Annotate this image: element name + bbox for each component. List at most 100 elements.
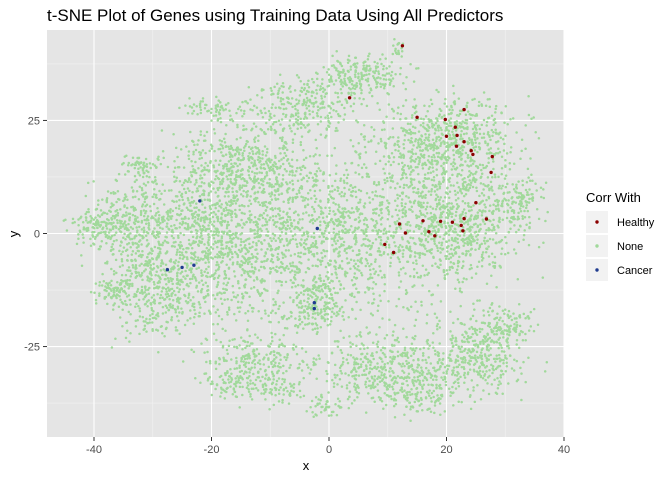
point-none bbox=[404, 87, 408, 91]
point-none bbox=[335, 247, 338, 251]
point-none bbox=[195, 206, 198, 209]
point-none bbox=[386, 236, 389, 239]
point-none bbox=[420, 304, 423, 307]
point-none bbox=[493, 228, 496, 231]
point-none bbox=[412, 267, 416, 271]
point-none bbox=[409, 274, 412, 278]
point-none bbox=[196, 256, 200, 259]
point-none bbox=[127, 266, 131, 269]
point-none bbox=[427, 155, 431, 158]
point-none bbox=[406, 351, 409, 354]
point-none bbox=[165, 235, 168, 239]
point-none bbox=[450, 265, 454, 269]
point-none bbox=[338, 250, 341, 254]
point-none bbox=[218, 291, 221, 294]
point-none bbox=[199, 231, 203, 235]
point-none bbox=[187, 238, 191, 242]
point-none bbox=[157, 217, 161, 220]
point-none bbox=[291, 169, 294, 172]
point-none bbox=[434, 262, 437, 265]
point-none bbox=[415, 346, 418, 350]
point-none bbox=[166, 292, 170, 296]
point-none bbox=[198, 177, 202, 180]
point-none bbox=[334, 261, 338, 264]
point-none bbox=[447, 239, 451, 242]
point-none bbox=[377, 273, 380, 277]
point-none bbox=[474, 141, 477, 144]
point-none bbox=[380, 371, 383, 374]
point-none bbox=[188, 209, 192, 212]
point-none bbox=[185, 283, 188, 287]
point-none bbox=[178, 226, 181, 229]
point-none bbox=[332, 250, 336, 253]
point-none bbox=[412, 274, 416, 278]
point-none bbox=[174, 240, 177, 244]
point-none bbox=[350, 370, 353, 374]
point-none bbox=[192, 153, 195, 156]
point-none bbox=[327, 117, 330, 120]
point-none bbox=[500, 155, 504, 158]
point-none bbox=[148, 162, 152, 165]
point-none bbox=[244, 278, 247, 282]
point-none bbox=[347, 92, 350, 95]
point-none bbox=[298, 186, 302, 190]
point-none bbox=[167, 189, 171, 192]
point-none bbox=[351, 342, 354, 346]
point-none bbox=[348, 390, 352, 393]
point-none bbox=[445, 255, 449, 258]
point-none bbox=[207, 224, 210, 227]
point-none bbox=[462, 132, 466, 136]
point-none bbox=[324, 206, 327, 209]
point-none bbox=[407, 196, 410, 199]
point-none bbox=[339, 369, 342, 373]
point-none bbox=[449, 260, 453, 264]
point-none bbox=[466, 101, 469, 105]
point-none bbox=[209, 246, 213, 249]
point-none bbox=[376, 365, 380, 369]
point-none bbox=[170, 318, 173, 322]
point-none bbox=[342, 194, 346, 198]
point-none bbox=[339, 348, 343, 352]
point-none bbox=[361, 373, 364, 377]
point-none bbox=[500, 166, 504, 170]
point-none bbox=[180, 217, 184, 221]
point-none bbox=[131, 284, 134, 288]
point-none bbox=[426, 138, 429, 141]
point-none bbox=[146, 305, 149, 308]
point-none bbox=[498, 150, 502, 154]
point-none bbox=[168, 270, 171, 274]
point-none bbox=[429, 248, 433, 252]
point-none bbox=[469, 243, 473, 247]
point-none bbox=[341, 314, 344, 318]
point-none bbox=[194, 312, 197, 316]
point-none bbox=[341, 85, 345, 88]
point-none bbox=[409, 208, 412, 212]
point-none bbox=[345, 182, 349, 185]
point-none bbox=[438, 180, 441, 184]
point-none bbox=[375, 82, 379, 86]
point-none bbox=[379, 366, 383, 369]
point-none bbox=[460, 129, 463, 133]
point-none bbox=[478, 163, 482, 166]
point-none bbox=[236, 279, 240, 283]
point-none bbox=[339, 177, 343, 180]
point-none bbox=[178, 288, 181, 291]
point-none bbox=[113, 233, 116, 237]
point-none bbox=[530, 173, 533, 176]
point-none bbox=[227, 267, 231, 270]
point-none bbox=[386, 91, 389, 95]
point-none bbox=[341, 356, 345, 360]
point-none bbox=[151, 329, 154, 333]
point-none bbox=[466, 223, 470, 226]
point-none bbox=[447, 178, 450, 181]
point-none bbox=[520, 149, 523, 153]
point-none bbox=[282, 301, 285, 304]
point-none bbox=[393, 381, 397, 384]
point-none bbox=[178, 311, 181, 314]
point-none bbox=[439, 251, 442, 254]
point-none bbox=[236, 255, 240, 259]
point-none bbox=[154, 193, 158, 197]
point-none bbox=[401, 255, 405, 258]
point-none bbox=[273, 128, 276, 132]
point-none bbox=[336, 397, 340, 400]
